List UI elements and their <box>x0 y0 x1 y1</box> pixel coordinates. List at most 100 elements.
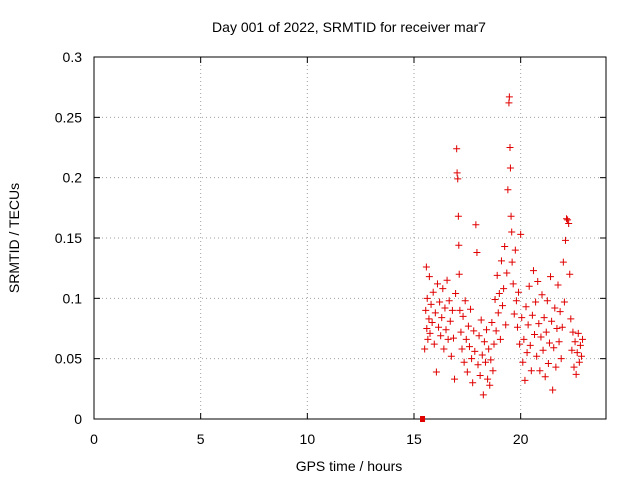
data-point <box>534 277 542 285</box>
data-point <box>472 221 480 229</box>
data-point <box>464 322 472 330</box>
data-point <box>451 375 459 383</box>
data-point <box>574 329 582 337</box>
data-point <box>460 358 468 366</box>
data-point <box>521 376 529 384</box>
data-point <box>437 332 445 340</box>
data-point <box>522 303 530 311</box>
axis-ticks: 0 5 10 15 20 0 0.05 0.1 0.15 0.2 0.25 0.3 <box>55 49 606 447</box>
data-point <box>441 304 449 312</box>
data-point <box>542 328 550 336</box>
data-point <box>425 273 433 281</box>
data-point <box>529 267 537 275</box>
data-point <box>429 288 437 296</box>
data-point <box>492 327 500 335</box>
data-point <box>447 352 455 360</box>
data-point <box>479 391 487 399</box>
data-point <box>446 317 454 325</box>
data-point <box>503 269 511 277</box>
data-point <box>477 316 485 324</box>
data-point <box>490 340 498 348</box>
data-point <box>421 345 429 353</box>
data-point <box>513 323 521 331</box>
data-point <box>541 373 549 381</box>
data-point <box>507 212 515 220</box>
data-point <box>499 302 507 310</box>
x-tick-label: 0 <box>90 431 98 447</box>
data-point <box>555 338 563 346</box>
data-point <box>432 368 440 376</box>
data-point <box>519 358 527 366</box>
data-point <box>527 367 535 375</box>
data-point <box>571 338 579 346</box>
y-tick-label: 0.05 <box>55 351 82 367</box>
data-point <box>575 358 583 366</box>
data-point <box>502 321 510 329</box>
data-point <box>518 314 526 322</box>
data-point <box>484 375 492 383</box>
chart-title: Day 001 of 2022, SRMTID for receiver mar… <box>212 19 486 35</box>
data-point <box>445 297 453 305</box>
data-point <box>568 346 576 354</box>
data-point <box>553 325 561 332</box>
data-point <box>537 333 545 341</box>
x-tick-label: 20 <box>513 431 529 447</box>
y-axis-label: SRMTID / TECUs <box>6 183 22 293</box>
data-point <box>425 315 433 323</box>
data-point <box>506 164 514 172</box>
data-point <box>443 276 451 284</box>
data-point <box>515 288 523 296</box>
data-point <box>556 308 564 316</box>
data-point <box>576 341 584 349</box>
data-point <box>539 346 547 354</box>
data-point <box>579 335 587 343</box>
data-point <box>525 282 533 290</box>
data-point <box>422 263 430 271</box>
data-point <box>560 298 568 306</box>
data-point <box>558 323 566 331</box>
y-tick-label: 0.1 <box>63 290 83 306</box>
data-point <box>535 320 543 328</box>
data-point <box>453 145 461 153</box>
data-point <box>536 367 544 375</box>
data-point <box>478 351 486 359</box>
data-point <box>557 355 565 363</box>
data-point <box>474 361 482 369</box>
data-point <box>449 334 457 342</box>
data-point <box>442 326 450 334</box>
data-point <box>509 280 517 288</box>
data-point <box>468 355 476 363</box>
data-point <box>436 298 444 306</box>
zero-value-marker <box>420 416 426 422</box>
data-point <box>496 335 504 343</box>
x-tick-label: 5 <box>197 431 205 447</box>
data-point <box>486 381 494 389</box>
data-point <box>569 328 577 336</box>
data-point <box>428 318 436 326</box>
data-point <box>467 305 475 313</box>
data-point <box>461 297 469 305</box>
data-point <box>497 257 505 265</box>
y-tick-label: 0.15 <box>55 230 82 246</box>
data-point <box>516 340 524 348</box>
data-point <box>512 297 520 305</box>
data-point <box>561 236 569 244</box>
data-point <box>572 370 580 378</box>
data-point <box>431 309 439 317</box>
data-point <box>448 306 456 314</box>
data-point <box>538 291 546 299</box>
data-point <box>457 328 465 336</box>
data-point <box>452 290 460 298</box>
data-point <box>570 363 578 371</box>
data-point <box>559 258 567 266</box>
data-point <box>455 270 463 278</box>
data-point <box>554 281 562 289</box>
data-point <box>473 248 481 256</box>
data-point <box>540 314 548 322</box>
data-point <box>517 230 525 238</box>
data-point <box>565 220 573 228</box>
data-point <box>524 321 532 329</box>
data-point <box>495 290 503 298</box>
data-point <box>424 335 432 343</box>
data-point <box>476 372 484 380</box>
